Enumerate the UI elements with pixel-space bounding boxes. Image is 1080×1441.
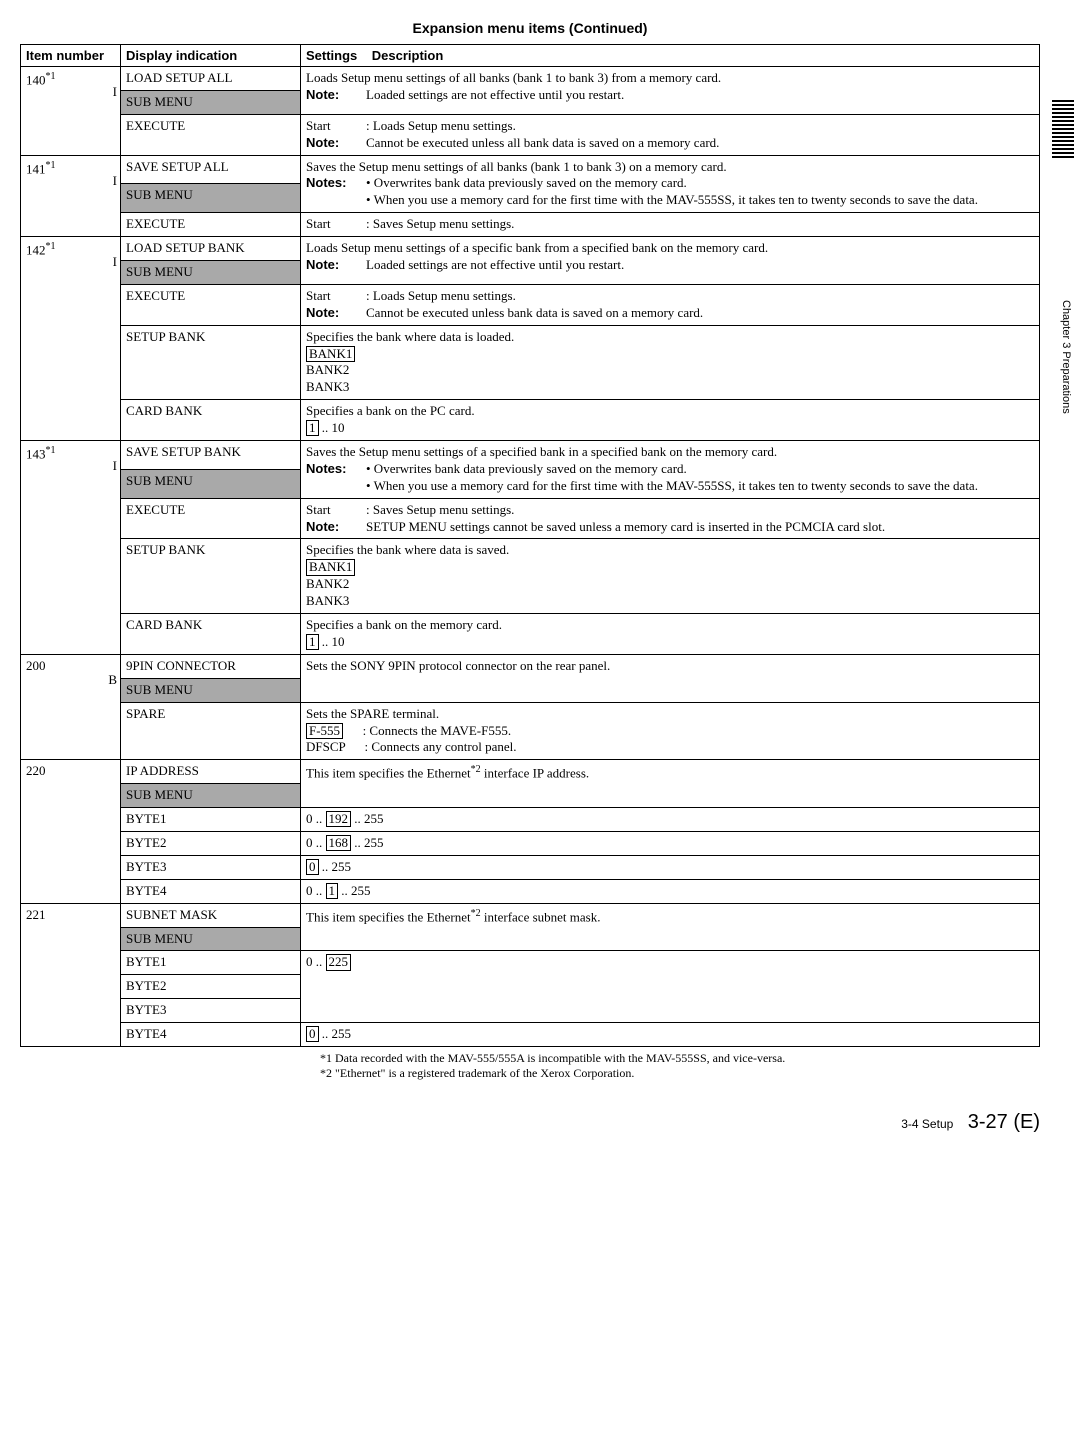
- item-221-byte4-val: 0 .. 255: [301, 1023, 1040, 1047]
- item-220-byte3: BYTE3: [121, 855, 301, 879]
- item-141-letter: I: [105, 173, 117, 190]
- item-142-number: 142*1 I: [21, 237, 121, 441]
- item-142-card-bank: CARD BANK: [121, 400, 301, 441]
- header-row: Item number Display indication Settings …: [21, 45, 1040, 67]
- item-140-name: LOAD SETUP ALL: [121, 67, 301, 91]
- item-220-number: 220: [21, 760, 121, 903]
- footnotes: *1 Data recorded with the MAV-555/555A i…: [320, 1051, 1040, 1081]
- item-220-name: IP ADDRESS: [121, 760, 301, 784]
- item-142-name: LOAD SETUP BANK: [121, 237, 301, 261]
- expansion-menu-table: Item number Display indication Settings …: [20, 44, 1040, 1047]
- item-140-submenu: SUB MENU: [121, 90, 301, 114]
- item-221-byte4: BYTE4: [121, 1023, 301, 1047]
- item-221-byte1-val: 0 .. 225: [301, 951, 1040, 1023]
- item-143-desc: Saves the Setup menu settings of a speci…: [301, 441, 1040, 499]
- item-143-card-bank: CARD BANK: [121, 614, 301, 655]
- item-143-execute-desc: Start: Saves Setup menu settings. Note:S…: [301, 498, 1040, 539]
- page-footer-number: 3-27 (E): [968, 1111, 1040, 1133]
- item-141-desc: Saves the Setup menu settings of all ban…: [301, 155, 1040, 213]
- item-143-letter: I: [105, 458, 117, 475]
- item-200-spare-desc: Sets the SPARE terminal. F-555 : Connect…: [301, 702, 1040, 760]
- item-220-byte4-val: 0 .. 1 .. 255: [301, 879, 1040, 903]
- item-200-letter: B: [105, 672, 117, 689]
- item-200-submenu: SUB MENU: [121, 678, 301, 702]
- item-143-name: SAVE SETUP BANK: [121, 441, 301, 470]
- item-142-desc: Loads Setup menu settings of a specific …: [301, 237, 1040, 285]
- item-142-letter: I: [105, 254, 117, 271]
- item-220-byte1: BYTE1: [121, 808, 301, 832]
- item-141-submenu: SUB MENU: [121, 184, 301, 213]
- item-141-name: SAVE SETUP ALL: [121, 155, 301, 184]
- item-220-byte1-val: 0 .. 192 .. 255: [301, 808, 1040, 832]
- item-141-execute-desc: Start: Saves Setup menu settings.: [301, 213, 1040, 237]
- item-220-byte4: BYTE4: [121, 879, 301, 903]
- item-143-execute: EXECUTE: [121, 498, 301, 539]
- item-142-submenu: SUB MENU: [121, 261, 301, 285]
- side-chapter-label: Chapter 3 Preparations: [1060, 300, 1072, 414]
- item-220-submenu: SUB MENU: [121, 784, 301, 808]
- item-200-desc: Sets the SONY 9PIN protocol connector on…: [301, 654, 1040, 702]
- item-140-execute: EXECUTE: [121, 114, 301, 155]
- item-221-submenu: SUB MENU: [121, 927, 301, 951]
- item-142-setup-bank: SETUP BANK: [121, 325, 301, 400]
- item-220-desc: This item specifies the Ethernet*2 inter…: [301, 760, 1040, 808]
- item-140-execute-desc: Start: Loads Setup menu settings. Note:C…: [301, 114, 1040, 155]
- item-200-name: 9PIN CONNECTOR: [121, 654, 301, 678]
- item-140-desc: Loads Setup menu settings of all banks (…: [301, 67, 1040, 115]
- header-settings-description: Settings Description: [301, 45, 1040, 67]
- item-143-setup-bank: SETUP BANK: [121, 539, 301, 614]
- item-140-number: 140*1 I: [21, 67, 121, 156]
- header-display-indication: Display indication: [121, 45, 301, 67]
- item-221-desc: This item specifies the Ethernet*2 inter…: [301, 903, 1040, 951]
- item-221-number: 221: [21, 903, 121, 1046]
- item-221-name: SUBNET MASK: [121, 903, 301, 927]
- footnote-2: *2 "Ethernet" is a registered trademark …: [320, 1066, 1040, 1081]
- item-143-setup-bank-desc: Specifies the bank where data is saved. …: [301, 539, 1040, 614]
- item-221-byte3: BYTE3: [121, 999, 301, 1023]
- item-143-submenu: SUB MENU: [121, 469, 301, 498]
- item-142-execute-desc: Start: Loads Setup menu settings. Note:C…: [301, 284, 1040, 325]
- item-220-byte2: BYTE2: [121, 831, 301, 855]
- footnote-1: *1 Data recorded with the MAV-555/555A i…: [320, 1051, 1040, 1066]
- item-221-byte1: BYTE1: [121, 951, 301, 975]
- side-decoration: [1052, 100, 1074, 160]
- item-141-number: 141*1 I: [21, 155, 121, 237]
- item-143-card-bank-desc: Specifies a bank on the memory card. 1 .…: [301, 614, 1040, 655]
- item-142-execute: EXECUTE: [121, 284, 301, 325]
- item-142-setup-bank-desc: Specifies the bank where data is loaded.…: [301, 325, 1040, 400]
- item-140-letter: I: [105, 84, 117, 101]
- header-description: Description: [372, 48, 444, 63]
- item-141-execute: EXECUTE: [121, 213, 301, 237]
- page-footer: 3-4 Setup 3-27 (E): [20, 1111, 1040, 1134]
- item-220-byte2-val: 0 .. 168 .. 255: [301, 831, 1040, 855]
- item-221-byte2: BYTE2: [121, 975, 301, 999]
- item-142-card-bank-desc: Specifies a bank on the PC card. 1 .. 10: [301, 400, 1040, 441]
- header-item-number: Item number: [21, 45, 121, 67]
- item-200-spare: SPARE: [121, 702, 301, 760]
- item-220-byte3-val: 0 .. 255: [301, 855, 1040, 879]
- item-200-number: 200 B: [21, 654, 121, 759]
- header-settings: Settings: [306, 48, 357, 63]
- item-143-number: 143*1 I: [21, 441, 121, 655]
- table-title: Expansion menu items (Continued): [20, 20, 1040, 36]
- page-footer-section: 3-4 Setup: [901, 1117, 953, 1131]
